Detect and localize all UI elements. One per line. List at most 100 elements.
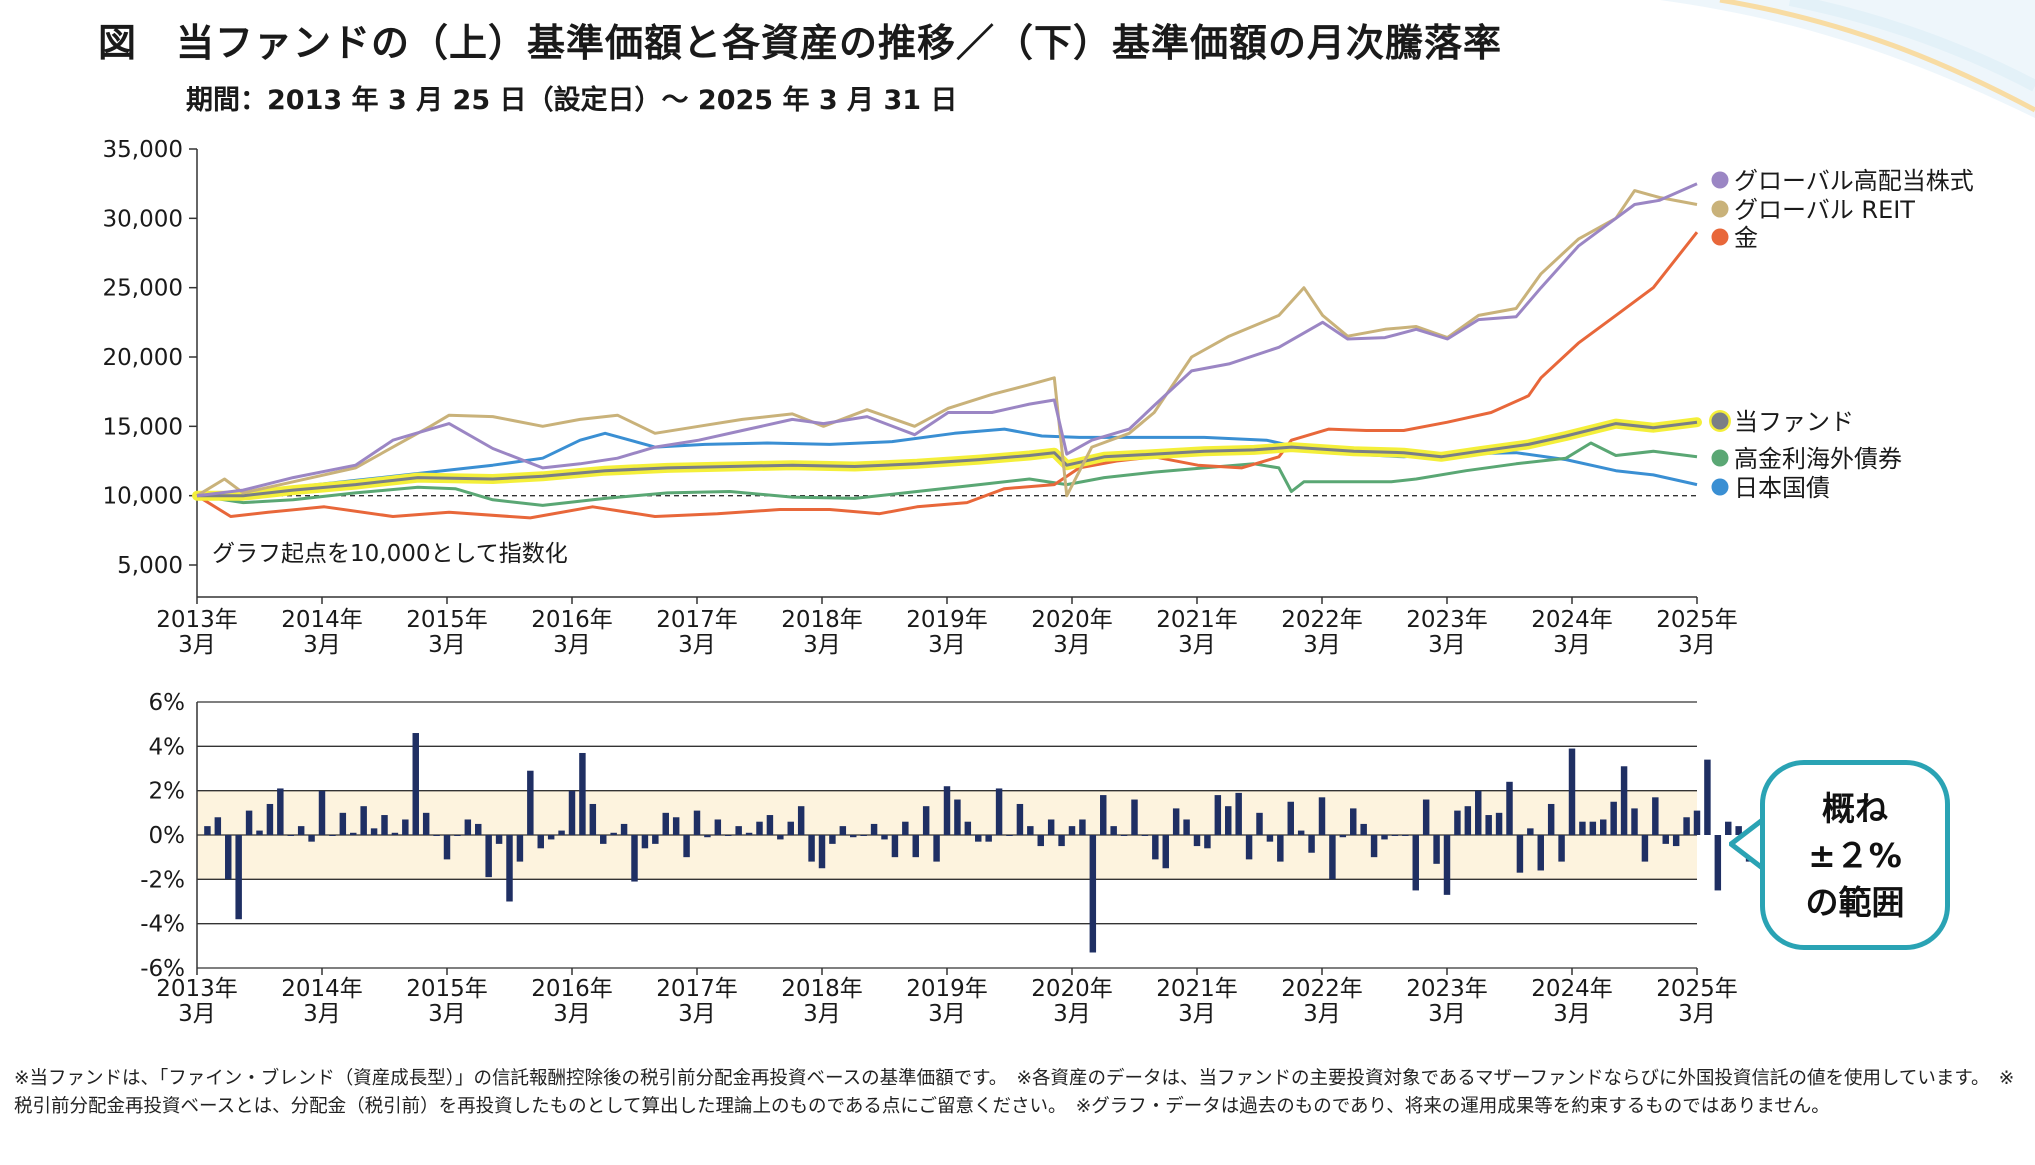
x-tick-label-0: 2017年: [656, 607, 738, 633]
bar-month: [454, 835, 461, 836]
bar-month: [620, 823, 628, 835]
x-tick-label-1: 3月: [928, 1001, 966, 1027]
x-tick-label-1: 3月: [1553, 1001, 1591, 1027]
bar-month: [506, 835, 513, 902]
bar-month: [1110, 826, 1117, 835]
bar-month: [1558, 835, 1565, 862]
bar-month: [1297, 830, 1305, 835]
bar-month: [964, 821, 972, 835]
x-tick-label-1: 3月: [178, 1001, 216, 1027]
bar-month: [360, 806, 367, 835]
bar-month: [266, 803, 274, 835]
bar-month: [922, 806, 930, 835]
bar-month: [1610, 801, 1617, 835]
bar-month: [683, 835, 690, 858]
bar-month: [464, 819, 472, 835]
bar-month: [1308, 835, 1315, 853]
x-tick-label-0: 2016年: [531, 976, 613, 1002]
bar-month: [204, 826, 211, 835]
x-tick-label-0: 2019年: [906, 976, 988, 1002]
bar-month: [1537, 835, 1544, 871]
bar-month: [1579, 821, 1586, 835]
bar-month: [745, 832, 753, 835]
x-tick-label-0: 2015年: [406, 607, 488, 633]
x-tick-label-1: 3月: [1178, 1001, 1216, 1027]
bar-month: [1152, 835, 1159, 860]
legend-label-2: 金: [1734, 224, 1758, 252]
bar-month: [318, 790, 326, 835]
x-tick-label-1: 3月: [553, 1001, 591, 1027]
bar-month: [891, 835, 899, 858]
y-tick-label: 25,000: [103, 276, 183, 302]
x-tick-label-1: 3月: [678, 1001, 716, 1027]
bar-month: [308, 835, 315, 842]
y-tick-label: 10,000: [103, 484, 183, 510]
legend-marker-3: [1711, 412, 1729, 430]
bar-month: [1277, 835, 1284, 862]
x-tick-label-1: 3月: [803, 1001, 841, 1027]
bar-month: [1641, 835, 1649, 862]
bar-month: [1735, 826, 1742, 835]
bar-month: [225, 835, 232, 880]
x-tick-label-1: 3月: [553, 632, 591, 658]
x-tick-label-0: 2017年: [656, 976, 738, 1002]
bar-month: [610, 832, 617, 835]
x-tick-label-0: 2013年: [156, 607, 238, 633]
bar-month: [245, 810, 253, 835]
bar-month: [1089, 835, 1097, 953]
x-tick-label-1: 3月: [178, 632, 216, 658]
page-title: 図 当ファンドの（上）基準価額と各資産の推移／（下）基準価額の月次騰落率: [98, 21, 1503, 65]
bar-month: [933, 835, 940, 862]
bar-month: [766, 815, 774, 835]
bar-month: [1620, 766, 1628, 835]
bar-month: [881, 835, 888, 840]
bar-month: [1454, 810, 1461, 835]
bar-month: [600, 835, 607, 844]
bar-month: [777, 835, 784, 840]
x-tick-label-1: 3月: [1428, 632, 1466, 658]
y-tick-label: 15,000: [103, 414, 183, 440]
bar-month: [1318, 797, 1326, 835]
bar-month: [1287, 801, 1294, 835]
x-tick-label-0: 2025年: [1656, 607, 1738, 633]
series-line-1: [196, 189, 1698, 498]
x-tick-label-0: 2018年: [781, 607, 863, 633]
bar-month: [995, 788, 1003, 835]
x-tick-label-0: 2019年: [906, 607, 988, 633]
x-tick-label-0: 2014年: [281, 976, 363, 1002]
bar-month: [1006, 835, 1013, 836]
bar-month: [1047, 819, 1055, 835]
bar-month: [1360, 823, 1367, 835]
x-tick-label-0: 2020年: [1031, 976, 1113, 1002]
bar-month: [975, 835, 982, 842]
y-tick-label: 4%: [149, 734, 186, 760]
bar-month: [589, 803, 597, 835]
bar-month: [943, 786, 951, 835]
x-tick-label-0: 2016年: [531, 607, 613, 633]
series-line-2: [196, 231, 1699, 520]
bar-month: [287, 835, 294, 836]
bar-month: [1381, 835, 1388, 840]
bar-month: [433, 835, 440, 836]
bar-month: [214, 817, 222, 835]
bar-month: [256, 830, 263, 835]
bar-month: [1506, 781, 1513, 835]
bar-month: [402, 819, 409, 835]
x-tick-label-1: 3月: [428, 1001, 466, 1027]
bar-month: [1339, 835, 1347, 838]
bar-month: [1704, 759, 1711, 835]
bar-month: [1172, 808, 1180, 835]
bar-month: [1547, 803, 1555, 835]
bar-month: [985, 835, 992, 842]
bar-month: [787, 821, 794, 835]
legend-marker-0: [1711, 171, 1729, 189]
bar-month: [1693, 810, 1701, 835]
x-tick-label-1: 3月: [1178, 632, 1216, 658]
bar-month: [725, 835, 732, 836]
x-tick-label-0: 2013年: [156, 976, 238, 1002]
x-tick-label-1: 3月: [1678, 632, 1716, 658]
bar-month: [329, 835, 336, 836]
bar-month: [495, 835, 503, 844]
bar-month: [1631, 808, 1638, 835]
